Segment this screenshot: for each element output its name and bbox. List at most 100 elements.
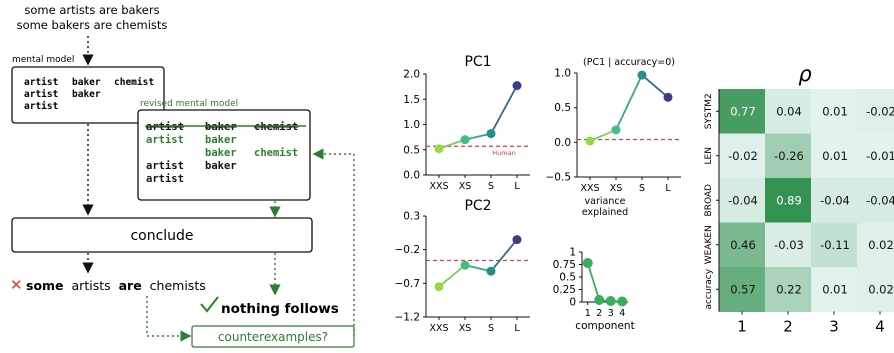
conclude-box	[11, 217, 313, 253]
y-tick-label: 0.0	[403, 170, 420, 182]
x-tick-label: XS	[459, 181, 472, 192]
rm-r0-c0: artist	[146, 121, 184, 133]
heatmap-row-label: LEN	[704, 147, 714, 164]
y-tick-label: −0.7	[395, 278, 421, 290]
mental-model-rows: artist baker chemist artist baker artist	[24, 77, 154, 112]
x-tick-label: 1	[585, 308, 591, 319]
chart-title-line1: variance	[585, 196, 626, 207]
heatmap-cell-value: 0.02	[868, 238, 894, 252]
heatmap-row-label: WEAKEN	[704, 225, 714, 264]
data-point	[617, 296, 628, 307]
data-point	[585, 136, 595, 146]
x-tick-label: XXS	[580, 183, 599, 194]
y-tick-label: 0.25	[553, 284, 576, 296]
conclude-label: conclude	[130, 228, 193, 244]
premise-2: some bakers are chemists	[17, 18, 168, 32]
series-segment	[490, 85, 518, 135]
heatmap-cell	[765, 133, 812, 179]
rm-r3-c1: baker	[205, 160, 237, 172]
wrong-conclusion: some artists are chemists	[26, 278, 206, 293]
heatmap-cell	[765, 178, 812, 223]
y-tick-label: −1.2	[395, 312, 421, 324]
heatmap-cell-value: 0.89	[776, 193, 802, 207]
checkmark-icon	[200, 296, 219, 313]
x-axis-label: component	[575, 320, 634, 332]
y-tick-label: −0.5	[546, 172, 572, 184]
mm-r0-c2: chemist	[114, 77, 154, 88]
chart-title-line2: explained	[582, 207, 628, 218]
data-point	[486, 266, 496, 276]
chart-pc1: 0.0 0.5 1.0 1.5 2.0 XXS XS S L Human PC1	[403, 54, 530, 192]
rm-r4-c0: artist	[146, 173, 184, 185]
heatmap-row-label: BROAD	[704, 184, 714, 217]
revised-model-rows: artist baker chemist artist baker baker …	[145, 121, 306, 185]
series-segment	[589, 129, 617, 142]
heatmap-cell	[857, 133, 894, 179]
revised-model-label: revised mental model	[140, 99, 238, 109]
heatmap-cell	[719, 133, 766, 179]
x-tick-label: XXS	[429, 323, 448, 334]
heatmap-cell	[857, 89, 894, 134]
chart-title: (PC1 | accuracy=0)	[583, 57, 675, 68]
x-tick-label: L	[514, 181, 520, 192]
data-point	[582, 258, 593, 268]
heatmap-cell-value: -0.01	[866, 149, 894, 163]
heatmap-cell	[811, 89, 858, 134]
wrong-word-4: chemists	[150, 278, 206, 293]
x-tick-label: XS	[459, 323, 472, 334]
x-tick-label: S	[639, 183, 645, 194]
y-tick-label: 0.5	[559, 272, 576, 284]
wrong-word-2: artists	[72, 278, 111, 293]
y-tick-label: 0.0	[554, 137, 571, 149]
heatmap-cell	[811, 178, 858, 223]
data-point	[594, 295, 605, 305]
y-tick-label: 0.3	[403, 211, 420, 223]
heatmap-cell-value: -0.03	[774, 238, 804, 252]
chart-title: PC1	[464, 54, 491, 70]
heatmap-cell	[765, 267, 812, 312]
mm-r1-c0: artist	[24, 89, 58, 100]
mm-r1-c1: baker	[72, 89, 101, 100]
y-tick-label: 0.5	[554, 102, 571, 114]
heatmap-cell-value: -0.04	[820, 193, 850, 207]
rm-r3-c0: artist	[146, 160, 184, 172]
data-point	[512, 235, 522, 245]
heatmap-cell-value: -0.02	[728, 149, 758, 163]
x-tick-label: XS	[610, 183, 623, 194]
mental-model-diagram: some artists are bakers some bakers are …	[10, 3, 355, 348]
heatmap-row-label: accuracy	[704, 268, 714, 309]
chart-title: PC2	[464, 198, 491, 214]
chart-heatmap: ρ 0.77 0.04 0.01 -0.02 -0.02 -0.26 0.01 -0.01 -0.…	[704, 62, 894, 336]
heatmap-cell	[719, 89, 766, 134]
counterexamples-box	[191, 325, 355, 348]
heatmap-cell	[811, 267, 858, 312]
heatmap-cell-value: 0.02	[868, 282, 894, 296]
mental-model-label: mental model	[12, 55, 74, 65]
data-point	[460, 260, 470, 270]
data-point	[486, 129, 496, 139]
mental-model-box	[11, 66, 165, 124]
chart-pc1-cond: −0.5 0.0 0.5 1.0 XXS XS S L (PC1 | accuracy=0)	[546, 57, 681, 194]
series-segment	[615, 74, 643, 131]
heatmap-cell-value: -0.04	[728, 193, 758, 207]
heatmap-cell-value: -0.04	[866, 193, 894, 207]
cross-icon: ✕	[10, 276, 23, 294]
heatmap-cell	[857, 222, 894, 268]
heatmap-cell-value: -0.02	[866, 104, 894, 118]
rm-r2-c2: chemist	[254, 147, 298, 159]
x-tick-label: L	[665, 183, 671, 194]
premise-1: some artists are bakers	[24, 3, 159, 17]
heatmap-cell	[811, 133, 858, 179]
heatmap-cell	[765, 222, 812, 268]
heatmap-cell-value: -0.11	[820, 238, 850, 252]
data-point	[663, 92, 673, 102]
wrong-word-3: are	[119, 278, 142, 293]
mm-r0-c1: baker	[72, 77, 101, 88]
data-point	[460, 135, 470, 145]
heatmap-cell-value: 0.01	[822, 104, 848, 118]
data-point	[512, 81, 522, 91]
chart-pc2: −1.2 −0.7 −0.2 0.3 XXS XS S L PC2	[395, 198, 530, 334]
x-tick-label: S	[488, 181, 494, 192]
heatmap-cell-value: -0.26	[774, 149, 804, 163]
heatmap-col-label: 2	[783, 318, 793, 336]
